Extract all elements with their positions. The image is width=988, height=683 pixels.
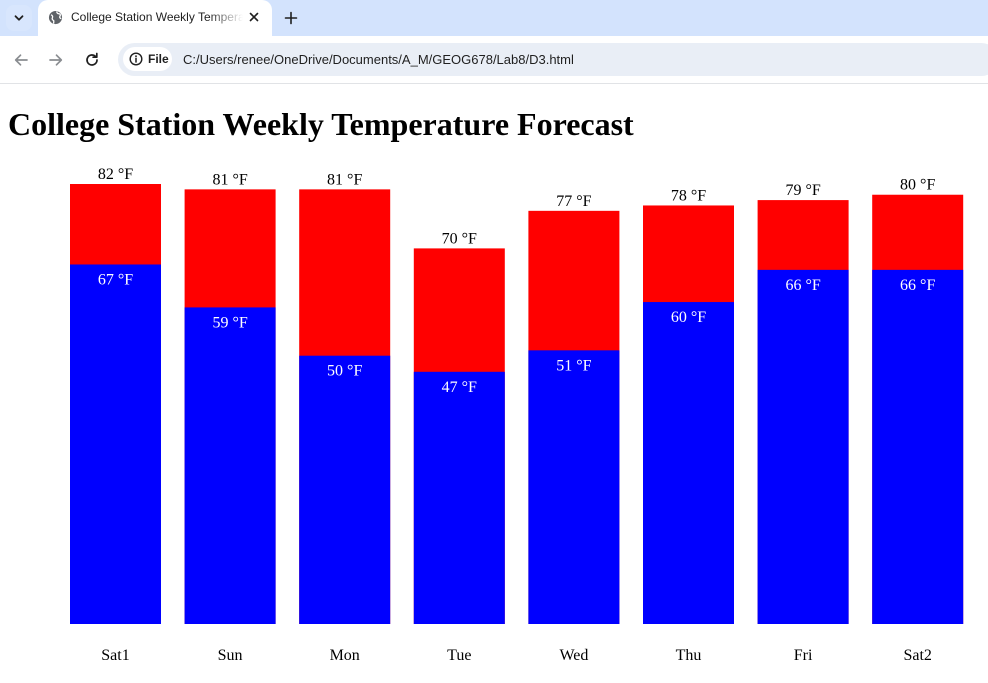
browser-toolbar: File C:/Users/renee/OneDrive/Documents/A… bbox=[0, 36, 988, 84]
low-temp-label: 60 °F bbox=[671, 309, 706, 326]
low-temp-label: 51 °F bbox=[556, 357, 591, 374]
tab-strip: College Station Weekly Temperature Forec… bbox=[0, 0, 988, 36]
high-temp-label: 81 °F bbox=[212, 171, 247, 188]
file-chip-label: File bbox=[148, 52, 169, 66]
low-temp-label: 50 °F bbox=[327, 363, 362, 380]
temperature-bar-chart: 82 °F 67 °F Sat1 81 °F 59 °F Sun 81 °F 50 °F Mon… bbox=[70, 166, 964, 664]
day-tick-label: Mon bbox=[330, 647, 360, 664]
bar-low-sat1 bbox=[70, 264, 161, 624]
day-tick-label: Wed bbox=[559, 647, 588, 664]
high-temp-label: 82 °F bbox=[98, 166, 133, 183]
info-icon bbox=[129, 52, 143, 66]
bar-low-wed bbox=[528, 350, 620, 624]
chevron-down-icon bbox=[14, 15, 24, 21]
low-temp-label: 66 °F bbox=[785, 277, 820, 294]
low-temp-label: 66 °F bbox=[900, 277, 935, 294]
bar-low-tue bbox=[413, 371, 505, 624]
forward-arrow-icon[interactable] bbox=[47, 51, 65, 69]
day-tick-label: Sun bbox=[218, 647, 243, 664]
bar-low-thu bbox=[643, 302, 734, 624]
tab-title: College Station Weekly Temperature Forec… bbox=[71, 10, 243, 24]
active-tab[interactable]: College Station Weekly Temperature Forec… bbox=[38, 0, 272, 36]
high-temp-label: 78 °F bbox=[671, 187, 706, 204]
tab-search-button[interactable] bbox=[6, 5, 32, 31]
reload-icon[interactable] bbox=[83, 51, 101, 69]
new-tab-plus-icon[interactable] bbox=[282, 9, 300, 27]
bar-low-sat2 bbox=[872, 269, 964, 624]
site-info-chip[interactable]: File bbox=[123, 47, 172, 71]
back-arrow-icon[interactable] bbox=[12, 51, 30, 69]
url-text[interactable]: C:/Users/renee/OneDrive/Documents/A_M/GE… bbox=[183, 52, 574, 67]
bar-low-fri bbox=[757, 269, 849, 624]
globe-icon bbox=[48, 10, 63, 25]
high-temp-label: 79 °F bbox=[785, 182, 820, 199]
low-temp-label: 47 °F bbox=[442, 379, 477, 396]
page-title: College Station Weekly Temperature Forec… bbox=[8, 106, 634, 142]
high-temp-label: 70 °F bbox=[442, 230, 477, 247]
high-temp-label: 81 °F bbox=[327, 171, 362, 188]
high-temp-label: 77 °F bbox=[556, 193, 591, 210]
bar-low-sun bbox=[184, 307, 276, 624]
address-bar[interactable]: File C:/Users/renee/OneDrive/Documents/A… bbox=[118, 43, 988, 76]
day-tick-label: Fri bbox=[794, 647, 813, 664]
day-tick-label: Tue bbox=[447, 647, 471, 664]
high-temp-label: 80 °F bbox=[900, 177, 935, 194]
low-temp-label: 67 °F bbox=[98, 271, 133, 288]
bar-low-mon bbox=[299, 355, 391, 624]
low-temp-label: 59 °F bbox=[212, 314, 247, 331]
close-icon[interactable] bbox=[246, 9, 262, 25]
day-tick-label: Sat2 bbox=[903, 647, 931, 664]
day-tick-label: Thu bbox=[676, 647, 702, 664]
day-tick-label: Sat1 bbox=[101, 647, 129, 664]
